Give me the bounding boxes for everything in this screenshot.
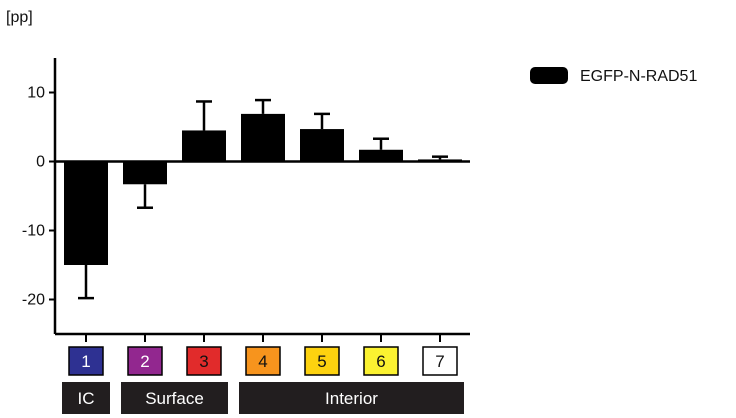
- category-label: 4: [258, 352, 267, 371]
- y-tick-label: -20: [22, 292, 45, 309]
- y-axis-label: [pp]: [6, 9, 33, 26]
- bar: [300, 129, 344, 162]
- y-tick-label: 10: [27, 85, 45, 102]
- category-box: [186, 346, 222, 376]
- bar: [182, 130, 226, 162]
- category-label: 3: [199, 352, 208, 371]
- group-label: Interior: [325, 389, 378, 408]
- bar: [64, 161, 108, 265]
- category-label: 6: [376, 352, 385, 371]
- group-bar: [239, 382, 464, 414]
- category-box: [127, 346, 163, 376]
- plot-area: -20 -10 0 10 1 2 3 4 5 6 7 IC Surface Interior: [22, 58, 470, 414]
- category-label: 2: [140, 352, 149, 371]
- category-box: [422, 346, 458, 376]
- group-label: IC: [78, 389, 95, 408]
- category-label: 7: [435, 352, 444, 371]
- category-box: [304, 346, 340, 376]
- group-label: Surface: [145, 389, 204, 408]
- category-label: 5: [317, 352, 326, 371]
- bar: [123, 161, 167, 185]
- legend-swatch: [530, 67, 568, 84]
- y-tick-label: 0: [36, 154, 45, 171]
- group-bar: [62, 382, 110, 414]
- category-box: [363, 346, 399, 376]
- category-box: [245, 346, 281, 376]
- legend-label: EGFP-N-RAD51: [580, 68, 697, 85]
- category-box: [68, 346, 104, 376]
- bar: [359, 149, 403, 162]
- bar: [241, 113, 285, 162]
- group-bar: [121, 382, 228, 414]
- y-tick-label: -10: [22, 223, 45, 240]
- category-label: 1: [81, 352, 90, 371]
- legend: EGFP-N-RAD51: [530, 67, 697, 85]
